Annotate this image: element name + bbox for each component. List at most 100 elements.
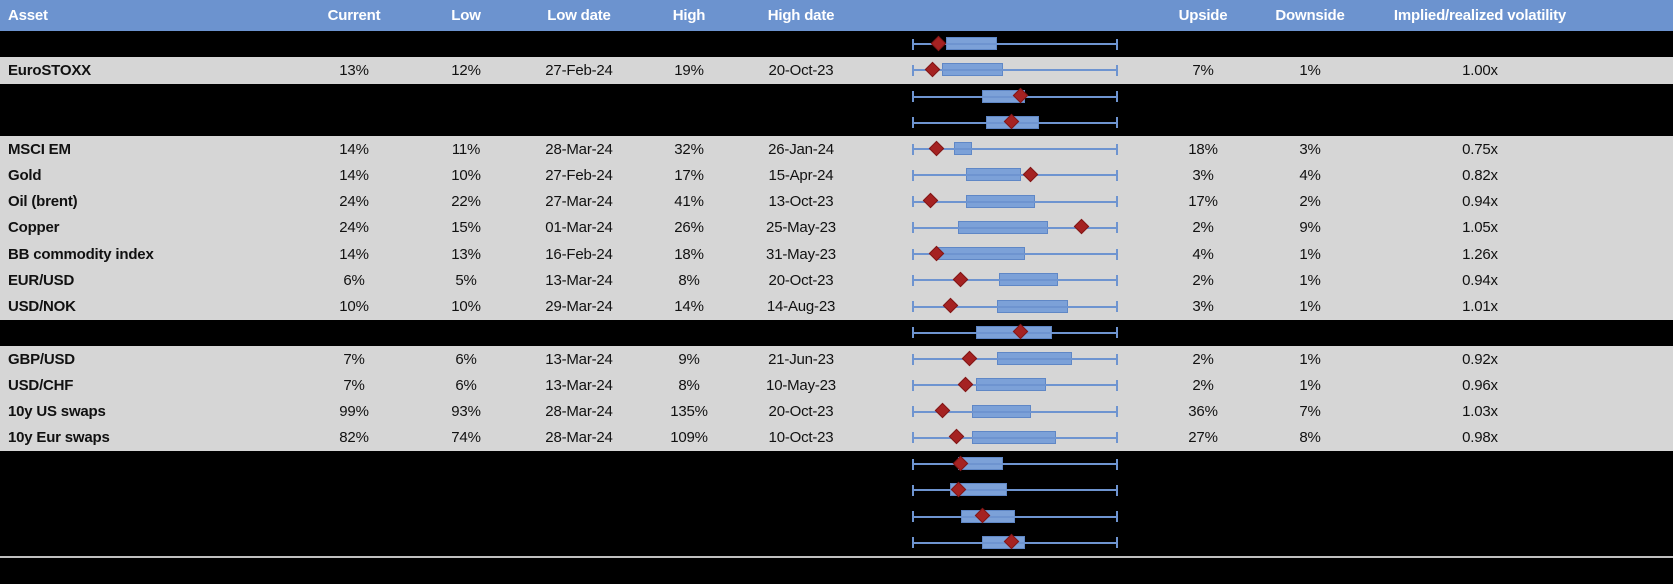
current-cell	[290, 504, 418, 530]
filler-cell	[1606, 399, 1673, 425]
boxplot	[868, 294, 1140, 320]
high-cell: 8%	[678, 271, 700, 289]
boxplot	[868, 136, 1140, 162]
upside-cell	[1140, 451, 1266, 477]
downside-cell	[1266, 84, 1354, 110]
boxplot-right-cap	[1116, 274, 1118, 286]
low-date-cell: 29-Mar-24	[545, 298, 613, 316]
boxplot	[868, 399, 1140, 425]
low-date-cell: 28-Mar-24	[545, 140, 613, 158]
upside-cell: 27%	[1188, 429, 1218, 447]
low-cell: 22%	[451, 193, 481, 211]
filler-cell	[1606, 57, 1673, 83]
current-cell: 14%	[339, 245, 369, 263]
boxplot-left-cap	[912, 484, 914, 496]
asset-cell: USD/NOK	[8, 298, 76, 316]
boxplot-left-cap	[912, 143, 914, 155]
boxplot	[868, 241, 1140, 267]
boxplot-whisker-line	[913, 410, 1117, 413]
boxplot	[868, 110, 1140, 136]
high-cell: 109%	[670, 429, 708, 447]
high-cell: 9%	[678, 350, 700, 368]
filler-cell	[1606, 372, 1673, 398]
current-cell	[290, 320, 418, 346]
filler-cell	[1606, 477, 1673, 503]
table-body: EuroSTOXX 13% 12% 27-Feb-24 19% 20-Oct-2…	[0, 31, 1673, 556]
iv-rv-cell	[1354, 477, 1606, 503]
asset-cell	[0, 504, 290, 530]
downside-cell: 1%	[1299, 350, 1321, 368]
diamond-marker-icon	[1022, 166, 1039, 183]
diamond-marker-icon	[934, 402, 951, 419]
table-row: Copper 24% 15% 01-Mar-24 26% 25-May-23 2…	[0, 214, 1673, 241]
spacer-row	[0, 451, 1673, 478]
low-date-cell	[514, 504, 644, 530]
high-cell	[644, 530, 734, 556]
high-cell	[644, 451, 734, 477]
current-cell	[290, 530, 418, 556]
downside-cell: 1%	[1299, 61, 1321, 79]
boxplot-right-cap	[1116, 511, 1118, 523]
current-cell: 10%	[339, 298, 369, 316]
boxplot	[868, 530, 1140, 556]
upside-cell	[1140, 110, 1266, 136]
high-date-cell: 10-Oct-23	[768, 429, 834, 447]
asset-cell: EuroSTOXX	[8, 61, 91, 79]
boxplot-left-cap	[912, 379, 914, 391]
header-cell-high-date: High date	[767, 7, 835, 24]
upside-cell: 36%	[1188, 403, 1218, 421]
high-cell: 19%	[674, 61, 704, 79]
upside-cell: 7%	[1192, 61, 1214, 79]
high-cell: 14%	[674, 298, 704, 316]
asset-cell: Copper	[8, 219, 60, 237]
high-date-cell: 20-Oct-23	[768, 61, 834, 79]
asset-cell	[0, 84, 290, 110]
iv-rv-cell: 0.96x	[1462, 376, 1498, 394]
current-cell: 82%	[339, 429, 369, 447]
high-date-cell	[734, 31, 868, 57]
header-cell-iv-rv: Implied/realized volatility	[1393, 7, 1567, 24]
asset-cell: GBP/USD	[8, 350, 75, 368]
boxplot	[868, 425, 1140, 451]
spacer-row	[0, 503, 1673, 530]
low-date-cell: 13-Mar-24	[545, 350, 613, 368]
high-cell	[644, 84, 734, 110]
boxplot	[868, 57, 1140, 83]
spacer-row	[0, 319, 1673, 346]
boxplot-right-cap	[1116, 432, 1118, 444]
iv-rv-cell: 1.01x	[1462, 298, 1498, 316]
upside-cell	[1140, 504, 1266, 530]
boxplot-right-cap	[1116, 64, 1118, 76]
high-cell: 41%	[674, 193, 704, 211]
boxplot-whisker-line	[913, 279, 1117, 282]
boxplot-whisker-line	[913, 226, 1117, 229]
low-date-cell: 27-Feb-24	[545, 61, 613, 79]
boxplot	[868, 477, 1140, 503]
footer-strip	[0, 558, 1673, 584]
low-cell	[418, 530, 514, 556]
diamond-marker-icon	[942, 297, 959, 314]
iv-rv-cell: 0.94x	[1462, 271, 1498, 289]
downside-cell	[1266, 31, 1354, 57]
current-cell: 99%	[339, 403, 369, 421]
high-cell: 18%	[674, 245, 704, 263]
spacer-row	[0, 529, 1673, 556]
table-row: BB commodity index 14% 13% 16-Feb-24 18%…	[0, 241, 1673, 268]
low-date-cell	[514, 84, 644, 110]
boxplot-left-cap	[912, 196, 914, 208]
filler-cell	[1606, 267, 1673, 293]
diamond-marker-icon	[957, 376, 973, 393]
boxplot-right-cap	[1116, 327, 1118, 339]
boxplot-right-cap	[1116, 222, 1118, 234]
high-cell: 32%	[674, 140, 704, 158]
current-cell	[290, 31, 418, 57]
boxplot-left-cap	[912, 353, 914, 365]
upside-cell: 4%	[1192, 245, 1214, 263]
diamond-marker-icon	[922, 192, 939, 209]
iv-rv-cell	[1354, 451, 1606, 477]
boxplot-left-cap	[912, 432, 914, 444]
filler-cell	[1606, 110, 1673, 136]
boxplot-whisker-line	[913, 436, 1117, 439]
low-cell: 6%	[455, 376, 477, 394]
upside-cell: 3%	[1192, 298, 1214, 316]
